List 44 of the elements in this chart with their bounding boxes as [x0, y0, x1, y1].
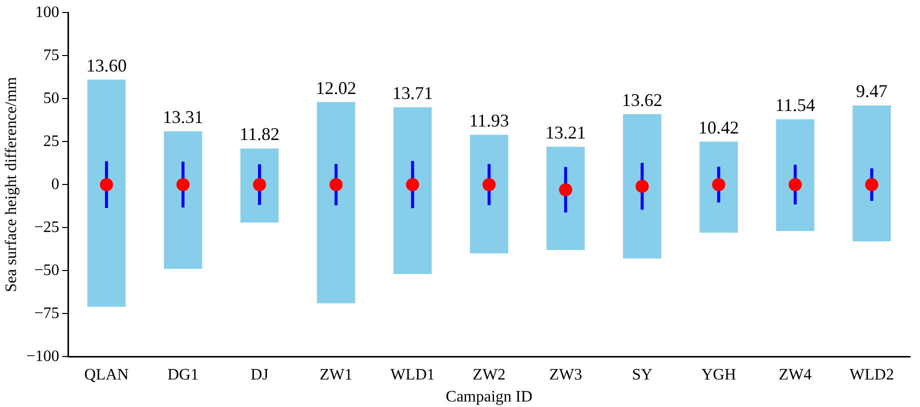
bar [393, 107, 432, 274]
x-tick-label: ZW2 [472, 366, 506, 384]
x-tick-label: WLD1 [390, 366, 435, 384]
bar [470, 134, 508, 254]
x-tick-label: QLAN [84, 366, 130, 384]
y-tick-label: 25 [43, 132, 60, 150]
annotation: 13.60 [86, 55, 127, 76]
annotation: 13.31 [162, 107, 204, 128]
y-tick-label: −75 [34, 304, 60, 322]
bar [852, 105, 891, 242]
bar [776, 119, 814, 232]
x-tick-label: DG1 [167, 366, 199, 384]
bar [546, 146, 585, 250]
annotation: 9.47 [856, 81, 888, 102]
y-tick-label: 100 [35, 4, 60, 21]
x-tick-label: SY [632, 366, 653, 384]
annotation: 13.21 [545, 122, 586, 142]
x-tick-label: YGH [701, 366, 736, 384]
y-axis-title: Sea surface height difference/mm [2, 76, 20, 292]
bar [240, 148, 279, 222]
bar [316, 102, 356, 304]
annotation: 13.62 [622, 90, 662, 110]
y-tick-label: −50 [34, 262, 60, 279]
annotation: 12.02 [316, 78, 356, 98]
bar [87, 80, 126, 307]
annotation: 11.82 [240, 124, 280, 144]
y-tick-label: −25 [34, 218, 60, 236]
annotation: 11.54 [775, 94, 816, 115]
x-tick-label: ZW4 [778, 366, 812, 384]
y-tick-label: 75 [43, 46, 60, 64]
x-axis-title: Campaign ID [446, 388, 532, 406]
annotation: 11.93 [469, 110, 510, 130]
bar [623, 114, 662, 259]
x-tick-label: WLD2 [850, 366, 894, 384]
bar [164, 131, 202, 269]
bar [700, 142, 738, 233]
annotation: 13.71 [392, 82, 433, 103]
x-tick-label: ZW3 [549, 366, 582, 384]
annotation: 10.42 [698, 117, 739, 138]
y-tick-label: 0 [51, 176, 60, 193]
x-tick-label: ZW1 [320, 366, 352, 384]
x-tick-label: DJ [250, 366, 268, 384]
y-tick-label: −100 [26, 348, 60, 365]
y-tick-label: 50 [43, 90, 60, 107]
